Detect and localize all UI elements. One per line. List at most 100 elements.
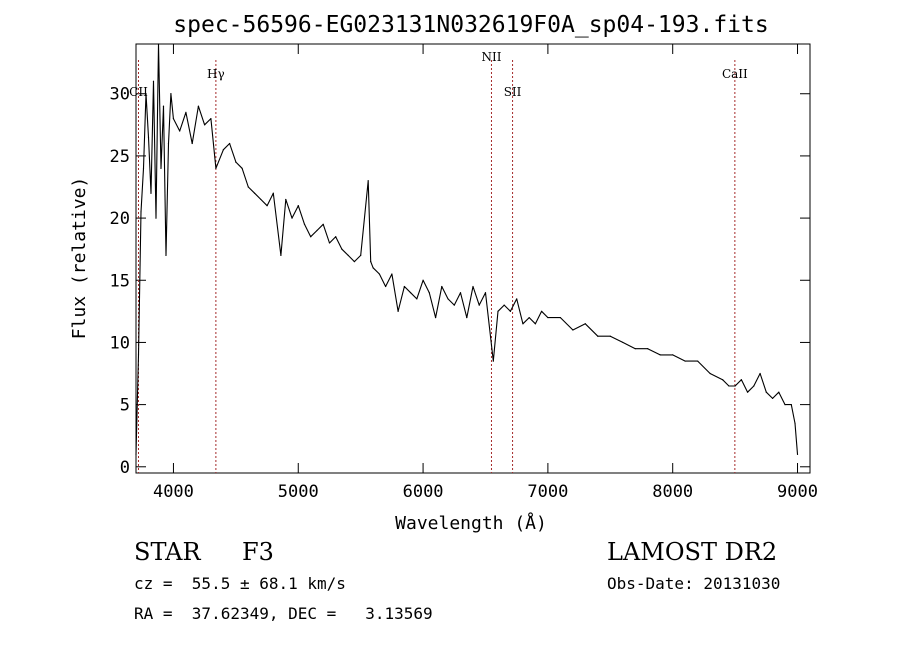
x-tick-label: 5000 <box>278 482 319 502</box>
spectrum-point <box>441 285 443 288</box>
survey-name: LAMOST DR2 <box>607 538 778 566</box>
spectrum-point <box>137 354 140 356</box>
spectrum-point <box>347 254 349 256</box>
spectrum-point <box>409 292 412 294</box>
y-axis-label: Flux (relative) <box>69 177 90 340</box>
spectrum-point <box>759 372 761 375</box>
spectrum-point <box>528 316 530 319</box>
y-tick-label: 30 <box>110 85 130 105</box>
spectrum-point <box>453 304 455 306</box>
spectrum-point <box>609 335 611 337</box>
spectrum-point <box>385 285 387 288</box>
spectrum-point <box>285 198 287 201</box>
spectrum-point <box>179 130 181 132</box>
spectrum-point <box>167 142 170 145</box>
spectrum-point <box>740 379 742 381</box>
spectrum-point <box>280 254 282 256</box>
spectrum-point <box>659 354 661 356</box>
spectrum-point <box>222 149 224 151</box>
spectrum-point <box>145 93 147 95</box>
spectrum-point <box>155 217 157 219</box>
spectrum-point <box>372 267 374 269</box>
spectrum-point <box>796 453 799 455</box>
spectrum-series <box>135 43 799 455</box>
spectrum-point <box>135 453 137 455</box>
x-tick-label: 6000 <box>403 482 444 502</box>
spectrum-point <box>753 385 755 387</box>
spectrum-point <box>472 285 474 288</box>
spectrum-point <box>466 316 468 319</box>
spectrum-point <box>210 118 212 120</box>
spectrum-point <box>403 285 405 288</box>
spectral-line-label: NII <box>481 50 501 64</box>
spectrum-point <box>734 385 736 387</box>
spectrum-point <box>459 292 462 294</box>
spectral-line-label: Hγ <box>207 67 225 81</box>
x-axis-ticks: 4000 5000 6000 7000 8000 9000 <box>153 44 818 502</box>
spectrum-point <box>391 273 393 275</box>
spectrum-point <box>522 323 524 325</box>
spectrum-point <box>765 391 767 393</box>
spectrum-point <box>170 93 172 95</box>
spectrum-point <box>572 329 574 331</box>
spectrum-point <box>492 360 494 362</box>
y-tick-label: 5 <box>120 396 130 416</box>
coordinates: RA = 37.62349, DEC = 3.13569 <box>134 604 433 623</box>
y-tick-label: 0 <box>120 458 130 478</box>
spectrum-point <box>247 186 249 188</box>
spectrum-point <box>370 261 372 263</box>
spectrum-point <box>709 372 711 375</box>
spectrum-point <box>697 360 699 362</box>
x-tick-label: 4000 <box>153 482 194 502</box>
spectrum-point <box>310 236 312 238</box>
spectrum-point <box>291 217 293 219</box>
spectrum-point <box>150 192 152 194</box>
x-tick-label: 7000 <box>527 482 568 502</box>
spectrum-point <box>503 304 505 306</box>
spectrum-point <box>422 279 424 281</box>
spectrum-point <box>147 136 150 138</box>
spectrum-point <box>229 142 231 145</box>
spectrum-point <box>722 379 724 381</box>
spectrum-point <box>597 335 599 337</box>
spectrum-point <box>160 167 162 169</box>
spectrum-point <box>378 273 380 275</box>
spectral-line-markers: CII Hγ NII SII CaII <box>129 50 748 473</box>
redshift-info: cz = 55.5 ± 68.1 km/s <box>134 574 346 593</box>
spectrum-point <box>794 422 796 424</box>
object-type: STAR <box>134 538 201 566</box>
spectrum-point <box>534 323 537 325</box>
spectrum-point <box>547 316 549 319</box>
spectral-line-label: SII <box>504 85 522 99</box>
spectrum-point <box>559 316 561 319</box>
spectrum-point <box>684 360 686 362</box>
y-tick-label: 10 <box>110 333 130 353</box>
chart-title: spec-56596-EG023131N032619F0A_sp04-193.f… <box>173 12 768 38</box>
spectrum-point <box>165 254 167 256</box>
spectrum-point <box>447 298 449 300</box>
x-tick-label: 8000 <box>652 482 693 502</box>
spectrum-point <box>303 223 306 225</box>
spectrum-point <box>316 229 318 232</box>
spectrum-line <box>135 43 799 455</box>
spectrum-point <box>771 397 774 399</box>
spectral-subclass: F3 <box>242 538 274 566</box>
spectrum-point <box>584 323 586 325</box>
spectrum-point <box>434 316 437 319</box>
spectrum-point <box>416 298 418 300</box>
spectrum-point <box>353 261 356 263</box>
spectrum-point <box>509 310 512 312</box>
spectrum-point <box>360 254 362 256</box>
spectrum-point <box>204 124 206 126</box>
x-tick-label: 9000 <box>777 482 818 502</box>
spectrum-point <box>142 167 145 169</box>
plot-frame <box>135 43 811 474</box>
spectrum-point <box>172 118 175 120</box>
spectrum-point <box>367 180 369 182</box>
spectrum-point <box>622 341 624 344</box>
spectrum-point <box>162 105 165 107</box>
spectrum-point <box>328 242 331 244</box>
spectrum-point <box>215 167 217 169</box>
obs-date: Obs-Date: 20131030 <box>607 574 781 593</box>
spectrum-point <box>260 198 262 201</box>
